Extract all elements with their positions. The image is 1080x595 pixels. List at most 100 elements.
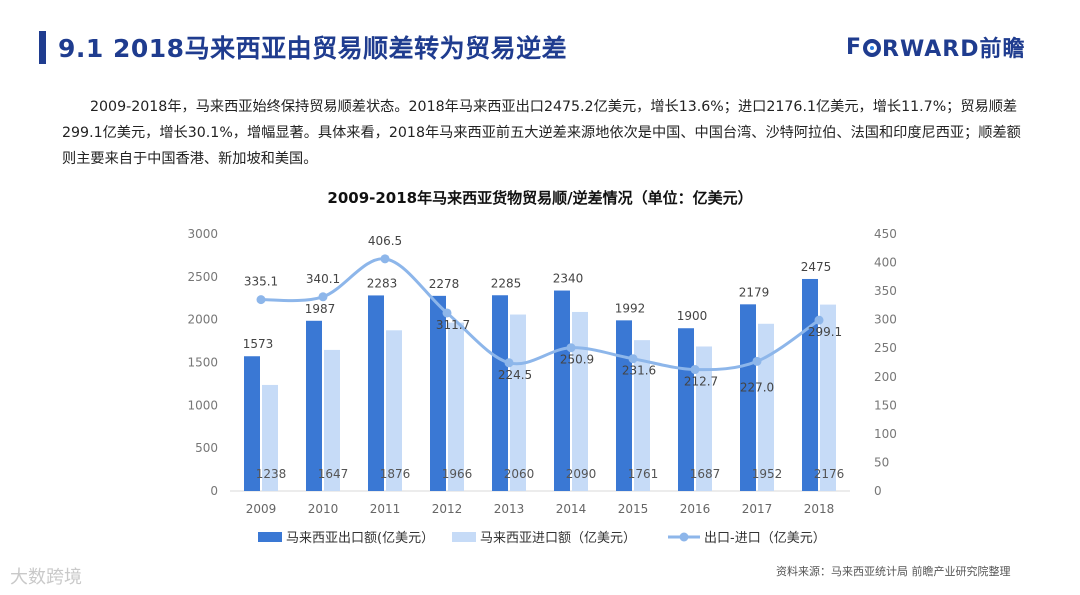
y-right-tick-label: 150 <box>874 398 897 412</box>
x-tick-label: 2014 <box>556 502 587 516</box>
export-bar <box>492 295 508 491</box>
balance-point <box>814 315 824 325</box>
balance-value-label: 212.7 <box>684 375 718 389</box>
import-bar <box>386 330 402 491</box>
balance-value-label: 224.5 <box>498 368 532 382</box>
balance-value-label: 231.6 <box>622 364 656 378</box>
balance-line <box>260 257 820 372</box>
chart-title: 2009-2018年马来西亚货物贸易顺/逆差情况（单位：亿美元） <box>327 189 753 207</box>
import-value-label: 2090 <box>566 467 597 481</box>
y-left-tick-label: 2000 <box>187 313 218 327</box>
x-tick-label: 2011 <box>370 502 401 516</box>
legend-balance-marker <box>679 532 689 542</box>
x-tick-label: 2012 <box>432 502 463 516</box>
balance-value-label: 335.1 <box>244 275 278 289</box>
y-left-tick-label: 500 <box>195 441 218 455</box>
page-title: 9.1 2018马来西亚由贸易顺差转为贸易逆差 <box>58 34 568 63</box>
import-value-label: 1687 <box>690 467 721 481</box>
export-bar <box>430 295 446 491</box>
import-bar <box>820 304 836 491</box>
x-tick-label: 2018 <box>804 502 835 516</box>
balance-point <box>752 356 762 366</box>
source-note: 资料来源：马来西亚统计局 前瞻产业研究院整理 <box>776 565 1011 578</box>
import-bar <box>758 323 774 491</box>
y-left-tick-label: 0 <box>210 484 218 498</box>
import-value-label: 1238 <box>256 467 287 481</box>
x-tick-label: 2016 <box>680 502 711 516</box>
forward-logo: F RWARD前瞻 <box>846 30 1025 64</box>
balance-value-label: 311.7 <box>436 318 470 332</box>
export-value-label: 2283 <box>367 276 398 290</box>
export-bar <box>368 295 384 491</box>
y-left-tick-label: 3000 <box>187 227 218 241</box>
x-tick-label: 2015 <box>618 502 649 516</box>
y-right-tick-label: 50 <box>874 455 889 469</box>
y-right-tick-label: 250 <box>874 341 897 355</box>
summary-text: 2009-2018年，马来西亚始终保持贸易顺差状态。2018年马来西亚出口247… <box>62 99 1021 167</box>
export-bar <box>740 304 756 491</box>
logo-text-start: F <box>846 34 863 60</box>
export-value-label: 2278 <box>429 277 460 291</box>
balance-point <box>628 354 638 364</box>
y-right-tick-label: 350 <box>874 284 897 298</box>
x-tick-label: 2017 <box>742 502 773 516</box>
legend-export-label: 马来西亚出口额(亿美元） <box>286 531 434 546</box>
y-left-tick-label: 1000 <box>187 398 218 412</box>
export-bar <box>802 278 818 491</box>
balance-point <box>256 295 266 305</box>
logo-text-end: RWARD前瞻 <box>882 37 1026 62</box>
y-left-tick-label: 2500 <box>187 270 218 284</box>
export-value-label: 2475 <box>801 260 832 274</box>
import-bar <box>634 340 650 491</box>
export-value-label: 1573 <box>243 337 274 351</box>
import-value-label: 1952 <box>752 467 783 481</box>
summary-paragraph: 2009-2018年，马来西亚始终保持贸易顺差状态。2018年马来西亚出口247… <box>62 94 1032 172</box>
export-value-label: 1992 <box>615 301 646 315</box>
import-value-label: 1761 <box>628 467 659 481</box>
balance-point <box>566 343 576 353</box>
x-tick-label: 2009 <box>246 502 277 516</box>
balance-point <box>380 254 390 264</box>
import-bar <box>696 346 712 491</box>
balance-value-label: 340.1 <box>306 272 340 286</box>
balance-point <box>318 292 328 302</box>
export-bar <box>554 290 570 491</box>
export-value-label: 2179 <box>739 285 770 299</box>
import-bar <box>448 322 464 491</box>
balance-value-label: 299.1 <box>808 325 842 339</box>
y-right-tick-label: 400 <box>874 256 897 270</box>
y-right-tick-label: 100 <box>874 427 897 441</box>
balance-point <box>504 358 514 368</box>
import-bar <box>262 384 278 491</box>
export-bar <box>616 320 632 491</box>
balance-point <box>690 365 700 375</box>
import-value-label: 1647 <box>318 467 349 481</box>
import-bar <box>572 311 588 491</box>
y-right-tick-label: 0 <box>874 484 882 498</box>
export-bar <box>306 320 322 491</box>
legend-export-swatch <box>258 532 282 542</box>
y-right-tick-label: 300 <box>874 313 897 327</box>
legend-import-swatch <box>452 532 476 542</box>
balance-value-label: 406.5 <box>368 234 402 248</box>
y-right-tick-label: 200 <box>874 370 897 384</box>
balance-value-label: 250.9 <box>560 353 594 367</box>
balance-value-label: 227.0 <box>740 380 774 394</box>
title-accent-bar <box>39 31 46 64</box>
legend-import-label: 马来西亚进口额（亿美元） <box>480 531 636 546</box>
export-bar <box>244 356 260 491</box>
export-value-label: 2285 <box>491 276 522 290</box>
y-right-tick-label: 450 <box>874 227 897 241</box>
export-value-label: 1900 <box>677 309 708 323</box>
x-tick-label: 2013 <box>494 502 525 516</box>
import-value-label: 2176 <box>814 467 845 481</box>
import-value-label: 2060 <box>504 467 535 481</box>
import-bar <box>324 349 340 491</box>
export-value-label: 1987 <box>305 302 336 316</box>
import-value-label: 1966 <box>442 467 473 481</box>
legend-balance-label: 出口-进口（亿美元） <box>704 531 826 546</box>
brand-watermark: 大数跨境 <box>10 567 82 588</box>
balance-point <box>442 308 452 318</box>
import-value-label: 1876 <box>380 467 411 481</box>
